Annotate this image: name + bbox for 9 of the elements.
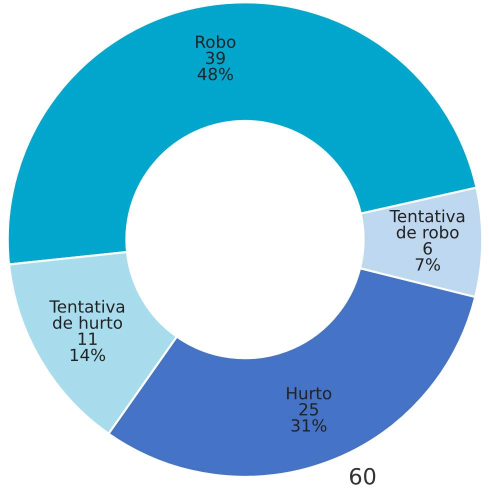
data-label: 11 14% — [70, 332, 106, 362]
data-label: 6 7% — [416, 242, 440, 271]
data-label: 25 31% — [292, 403, 326, 432]
slice-label: Hurto — [287, 387, 332, 400]
slice-label: Tentativa de robo — [390, 209, 464, 239]
slice-label: Robo — [196, 35, 236, 48]
data-label: 39 48% — [198, 52, 233, 80]
slice-label: Tentativa de hurto — [49, 300, 124, 329]
text: 60 — [350, 468, 376, 485]
